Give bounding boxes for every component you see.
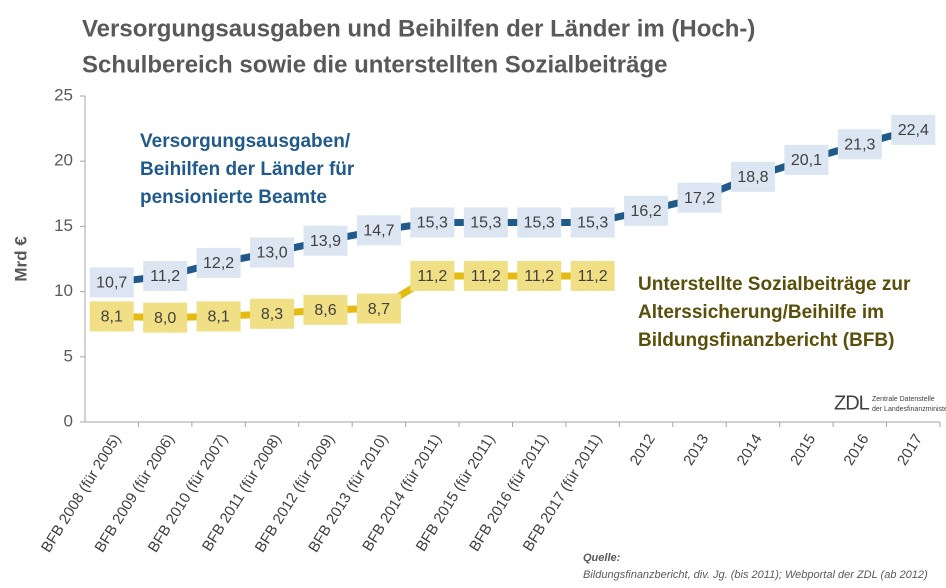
series-line	[111, 272, 593, 322]
legend-label: Alterssicherung/Beihilfe im	[638, 302, 884, 323]
value-box	[303, 225, 348, 256]
value-box	[891, 114, 936, 145]
x-tick-label: 2017	[894, 431, 926, 468]
legend-label: pensionierte Beamte	[140, 187, 327, 208]
value-box	[677, 182, 722, 213]
value-label: 8,1	[101, 309, 123, 326]
value-box	[143, 302, 188, 333]
value-label: 18,8	[737, 169, 768, 186]
logo-text: Zentrale Datenstelle	[872, 396, 935, 403]
value-box	[89, 267, 134, 298]
value-label: 11,2	[471, 268, 501, 285]
logo: ZDL	[834, 392, 870, 414]
series-line	[111, 126, 915, 286]
value-box	[837, 129, 882, 160]
value-box	[250, 237, 295, 268]
legend-label: Bildungsfinanzbericht (BFB)	[638, 330, 894, 351]
y-tick-label: 0	[64, 411, 73, 430]
chart-title: Schulbereich sowie die unterstellten Soz…	[82, 51, 668, 78]
value-label: 11,2	[524, 268, 554, 285]
value-box	[624, 195, 669, 226]
x-tick-label: 2014	[734, 431, 766, 468]
value-label: 15,3	[577, 215, 608, 232]
value-label: 11,2	[150, 268, 180, 285]
x-tick-label: 2015	[787, 431, 819, 468]
value-label: 13,9	[310, 233, 341, 250]
value-label: 17,2	[684, 190, 715, 207]
value-box	[250, 298, 295, 329]
y-tick-label: 25	[54, 85, 73, 104]
value-box	[196, 247, 241, 278]
value-label: 8,1	[207, 309, 229, 326]
y-tick-label: 15	[54, 216, 73, 235]
y-axis-label: Mrd €	[11, 236, 30, 282]
value-label: 16,2	[631, 203, 662, 220]
value-label: 13,0	[256, 245, 287, 262]
y-tick-label: 20	[54, 151, 73, 170]
value-label: 22,4	[898, 122, 929, 139]
source: Quelle:	[583, 552, 621, 564]
value-box	[196, 301, 241, 332]
value-label: 14,7	[363, 223, 394, 240]
value-label: 8,3	[261, 306, 283, 323]
value-label: 8,6	[314, 302, 336, 319]
x-tick-label: 2013	[680, 431, 712, 468]
value-box	[356, 215, 401, 246]
value-box	[356, 293, 401, 324]
value-box	[410, 260, 455, 291]
chart-title: Versorgungsausgaben und Beihilfen der Lä…	[82, 15, 755, 42]
value-box	[570, 207, 615, 238]
logo-text: der Landesfinanzminister	[872, 406, 946, 413]
value-label: 8,0	[154, 310, 176, 327]
value-label: 21,3	[844, 136, 875, 153]
value-box	[89, 301, 134, 332]
value-label: 12,2	[203, 255, 234, 272]
value-label: 8,7	[368, 301, 390, 318]
value-label: 15,3	[417, 215, 448, 232]
value-box	[463, 207, 508, 238]
value-label: 15,3	[524, 215, 555, 232]
legend-label: Versorgungsausgaben/	[140, 131, 351, 152]
value-label: 11,2	[417, 268, 447, 285]
value-box	[517, 260, 562, 291]
value-label: 15,3	[470, 215, 501, 232]
x-tick-label: 2016	[840, 431, 872, 468]
value-box	[517, 207, 562, 238]
value-box	[303, 294, 348, 325]
value-label: 20,1	[791, 152, 822, 169]
y-tick-label: 5	[64, 346, 73, 365]
y-tick-label: 10	[54, 281, 73, 300]
value-box	[570, 260, 615, 291]
value-box	[410, 207, 455, 238]
value-box	[784, 144, 829, 175]
value-box	[730, 161, 775, 192]
legend-label: Beihilfen der Länder für	[140, 159, 355, 180]
x-tick-label: 2012	[627, 431, 659, 468]
legend-label: Unterstellte Sozialbeiträge zur	[638, 274, 911, 295]
value-label: 10,7	[96, 275, 127, 292]
value-box	[143, 260, 188, 291]
value-box	[463, 260, 508, 291]
value-label: 11,2	[578, 268, 608, 285]
source: Bildungsfinanzbericht, div. Jg. (bis 201…	[583, 569, 928, 581]
